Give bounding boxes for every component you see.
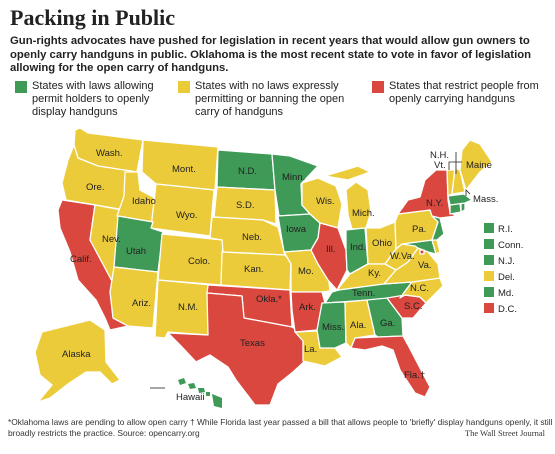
label-ms: Miss. xyxy=(322,322,344,333)
legend-item-restrict: States that restrict people from openly … xyxy=(372,80,552,106)
label-tx: Texas xyxy=(240,338,265,349)
state-il xyxy=(310,222,348,291)
label-hi: Hawaii xyxy=(176,392,205,403)
label-va: Va. xyxy=(418,260,432,271)
leader-line-ma xyxy=(465,189,471,196)
state-me xyxy=(459,139,493,191)
page-subtitle: Gun-rights advocates have pushed for leg… xyxy=(10,35,532,74)
swatch-ri xyxy=(484,223,494,233)
state-sd xyxy=(213,186,277,225)
label-wv: W.Va. xyxy=(390,251,415,262)
legend-label-restrict: States that restrict people from openly … xyxy=(389,80,539,105)
label-mt: Mont. xyxy=(172,164,196,175)
small-states-legend: R.I. Conn. N.J. Del. Md. D.C. xyxy=(484,223,523,315)
state-ma xyxy=(447,193,473,206)
label-sd: S.D. xyxy=(236,200,254,211)
label-fl: Fla.† xyxy=(404,370,425,381)
side-label-md: Md. xyxy=(498,288,514,299)
label-id: Idaho xyxy=(132,196,156,207)
swatch-de xyxy=(484,271,494,281)
state-nh xyxy=(451,167,466,195)
label-tn: Tenn. xyxy=(352,288,375,299)
side-label-ct: Conn. xyxy=(498,240,523,251)
label-me: Maine xyxy=(466,160,492,171)
legend-swatch-green xyxy=(15,81,27,93)
label-nm: N.M. xyxy=(178,302,198,313)
label-wi: Wis. xyxy=(316,196,334,207)
label-ma: Mass. xyxy=(473,194,498,205)
state-hi xyxy=(178,378,222,408)
swatch-dc xyxy=(484,303,494,313)
side-label-nj: N.J. xyxy=(498,256,515,267)
swatch-nj xyxy=(484,255,494,265)
footnote: *Oklahoma laws are pending to allow open… xyxy=(8,417,553,438)
label-ar: Ark. xyxy=(299,302,316,313)
state-fl xyxy=(350,335,431,398)
label-mn: Minn. xyxy=(282,172,305,183)
label-mi: Mich. xyxy=(352,208,375,219)
state-ri xyxy=(460,202,466,213)
legend-label-allow: States with laws allowing permit holders… xyxy=(32,80,154,118)
legend-swatch-yellow xyxy=(178,81,190,93)
state-ny xyxy=(397,169,457,219)
label-nc: N.C. xyxy=(410,283,429,294)
state-ak xyxy=(34,319,121,403)
label-co: Colo. xyxy=(188,256,210,267)
label-nh: N.H. xyxy=(430,150,449,161)
label-in: Ind. xyxy=(350,242,366,253)
label-ok: Okla.* xyxy=(256,294,282,305)
page-title: Packing in Public xyxy=(10,5,176,30)
label-vt: Vt. xyxy=(434,160,446,171)
legend-label-nolaw: States with no laws expressly permitting… xyxy=(195,80,345,118)
label-ia: Iowa xyxy=(286,224,307,235)
label-wa: Wash. xyxy=(96,148,123,159)
legend-item-allow: States with laws allowing permit holders… xyxy=(15,80,165,119)
source-credit: The Wall Street Journal xyxy=(464,428,545,438)
label-wy: Wyo. xyxy=(176,210,198,221)
label-ks: Kan. xyxy=(244,264,264,275)
label-ky: Ky. xyxy=(368,268,381,279)
state-tx xyxy=(167,292,307,406)
side-label-ri: R.I. xyxy=(498,224,513,235)
label-la: La. xyxy=(304,344,317,355)
legend-item-nolaw: States with no laws expressly permitting… xyxy=(178,80,358,119)
label-al: Ala. xyxy=(350,320,366,331)
label-sc: S.C. xyxy=(404,301,422,312)
label-az: Ariz. xyxy=(132,298,151,309)
label-pa: Pa. xyxy=(412,224,426,235)
label-ny: N.Y. xyxy=(426,198,443,209)
label-or: Ore. xyxy=(86,182,104,193)
legend-swatch-red xyxy=(372,81,384,93)
state-mi xyxy=(324,165,372,230)
state-dc xyxy=(419,249,425,255)
state-az xyxy=(109,266,159,329)
label-mo: Mo. xyxy=(298,266,314,277)
side-label-dc: D.C. xyxy=(498,304,517,315)
leader-line-nh xyxy=(448,161,462,170)
swatch-ct xyxy=(484,239,494,249)
label-ut: Utah xyxy=(126,246,146,257)
label-ne: Neb. xyxy=(242,232,262,243)
label-oh: Ohio xyxy=(372,238,392,249)
label-ca: Calif. xyxy=(70,254,92,265)
label-nd: N.D. xyxy=(238,166,257,177)
label-ga: Ga. xyxy=(380,318,395,329)
label-il: Ill. xyxy=(326,244,336,255)
side-label-de: Del. xyxy=(498,272,515,283)
swatch-md xyxy=(484,287,494,297)
label-ak: Alaska xyxy=(62,349,91,360)
label-nv: Nev. xyxy=(102,234,121,245)
